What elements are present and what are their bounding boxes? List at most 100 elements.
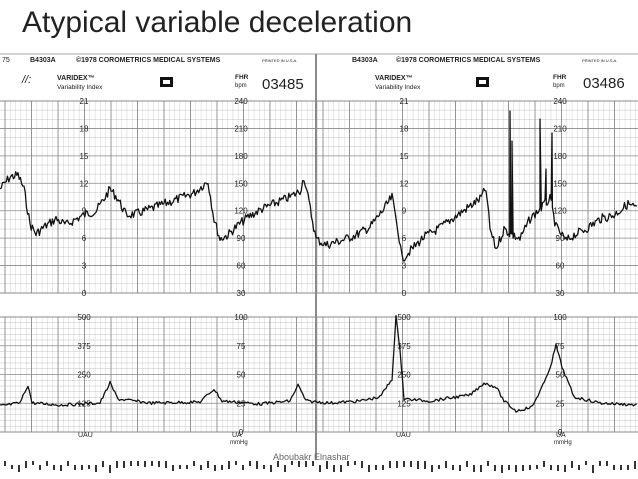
perforation-mark xyxy=(60,465,62,471)
varidex-scale-label: 3 xyxy=(82,262,87,271)
perforation-mark xyxy=(130,461,132,466)
perforation-mark xyxy=(634,461,636,469)
perforation-mark xyxy=(424,461,426,469)
perforation-mark xyxy=(333,465,335,472)
ua-scale-label: 100 xyxy=(234,313,248,322)
ua-scale-label: 0 xyxy=(558,428,563,437)
perforation-mark xyxy=(67,461,69,466)
perforation-mark xyxy=(186,465,188,469)
uau-scale-label: 125 xyxy=(397,399,411,408)
perforation-mark xyxy=(249,461,251,466)
perforation-mark xyxy=(291,461,293,465)
device-logo-mark: //: xyxy=(21,74,31,86)
perforation-mark xyxy=(361,461,363,468)
fhr-scale-label: 120 xyxy=(553,207,567,216)
perforation-mark xyxy=(571,461,573,468)
ua-scale-label: 75 xyxy=(556,342,565,351)
perforation-mark xyxy=(592,465,594,473)
ctg-strip: 75 B4303A ©1978 COROMETRICS MEDICAL SYST… xyxy=(0,49,638,479)
perforation-mark xyxy=(256,461,258,469)
perforation-mark xyxy=(46,461,48,466)
ua-scale-label: 0 xyxy=(239,428,244,437)
uau-scale-label: 250 xyxy=(77,371,91,380)
uau-scale-label: 375 xyxy=(397,342,411,351)
part-number-right: B4303A xyxy=(352,57,378,64)
copyright-right: ©1978 COROMETRICS MEDICAL SYSTEMS xyxy=(396,56,541,64)
ua-scale-label: 25 xyxy=(237,399,246,408)
perforation-mark xyxy=(431,465,433,472)
perforation-mark xyxy=(144,461,146,467)
fhr-label-left: FHR xyxy=(235,74,249,81)
bottom-labels: UAU UA mmHg UAU UA mmHg xyxy=(78,432,572,446)
fhr-scale-label: 60 xyxy=(556,262,565,271)
fhr-scale-label: 60 xyxy=(237,262,246,271)
perforation-mark xyxy=(389,461,391,468)
perforation-mark xyxy=(165,461,167,468)
perforation-mark xyxy=(536,465,538,469)
perforation-mark xyxy=(200,465,202,470)
perforation-mark xyxy=(88,465,90,469)
perforation-mark xyxy=(123,461,125,468)
perforation-mark xyxy=(501,465,503,473)
perforation-mark xyxy=(522,465,524,471)
fhr-scale-label: 180 xyxy=(553,152,567,161)
perforation-mark xyxy=(564,465,566,472)
uterine-activity-trace xyxy=(0,315,637,413)
perforation-mark xyxy=(4,461,6,466)
perforation-mark xyxy=(270,465,272,472)
perforation-mark xyxy=(158,461,160,467)
perforation-mark xyxy=(109,465,111,473)
perforation-mark xyxy=(305,461,307,467)
perforation-mark xyxy=(151,461,153,466)
varidex-scale-label: 0 xyxy=(82,289,87,298)
fhr-scale-label: 30 xyxy=(556,289,565,298)
perforation-mark xyxy=(193,461,195,466)
perforation-mark xyxy=(368,465,370,472)
perforation-mark xyxy=(410,461,412,467)
varidex-scale-label: 18 xyxy=(80,124,89,133)
perforation-mark xyxy=(116,461,118,468)
uau-scale-label: 375 xyxy=(77,342,91,351)
fhr-scale-label: 210 xyxy=(234,124,248,133)
varidex-sub-right: Variability Index xyxy=(375,84,421,91)
perforation-mark xyxy=(354,461,356,465)
varidex-scale-label: 6 xyxy=(82,234,87,243)
part-number-left: B4303A xyxy=(30,57,56,64)
fhr-unit-right: bpm xyxy=(553,83,565,89)
perforation-mark xyxy=(277,461,279,467)
varidex-scale-label: 12 xyxy=(80,179,89,188)
perforation-mark xyxy=(417,461,419,469)
perforation-mark xyxy=(403,461,405,467)
ua-scale-label: 75 xyxy=(237,342,246,351)
paper-speed-icon-right xyxy=(476,77,489,87)
perforation-mark xyxy=(438,465,440,469)
chart-id-left: 03485 xyxy=(262,76,304,93)
varidex-scale-label: 9 xyxy=(82,207,87,216)
fhr-scale-label: 210 xyxy=(553,124,567,133)
fhr-scale-label: 180 xyxy=(234,152,248,161)
author-watermark: Aboubakr Elnashar xyxy=(273,452,350,462)
ua-scale-label: 25 xyxy=(556,399,565,408)
perforation-mark xyxy=(326,461,328,469)
perforation-mark xyxy=(95,465,97,472)
perforation-mark xyxy=(459,465,461,471)
perforation-mark xyxy=(613,465,615,470)
varidex-scale-label: 15 xyxy=(400,152,409,161)
perforation-mark xyxy=(627,465,629,470)
perforation-mark xyxy=(382,465,384,470)
perforation-mark xyxy=(11,465,13,469)
varidex-scale-label: 12 xyxy=(400,179,409,188)
perforation-mark xyxy=(529,465,531,470)
perforation-mark xyxy=(32,461,34,465)
fhr-scale-label: 240 xyxy=(553,97,567,106)
edge-number: 75 xyxy=(2,57,10,64)
perforation-mark xyxy=(515,465,517,472)
perforation-mark xyxy=(445,461,447,468)
fhr-scale-label: 150 xyxy=(553,179,567,188)
chart-id-right: 03486 xyxy=(583,75,625,92)
perforation-mark xyxy=(263,465,265,469)
fhr-label-right: FHR xyxy=(553,74,567,81)
perforation-mark xyxy=(347,461,349,466)
perforation-mark xyxy=(543,461,545,467)
ua-unit-2: mmHg xyxy=(554,440,572,446)
